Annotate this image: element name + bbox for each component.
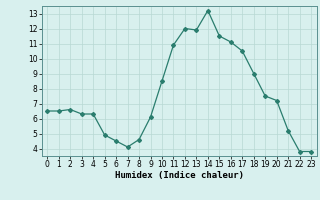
X-axis label: Humidex (Indice chaleur): Humidex (Indice chaleur) [115, 171, 244, 180]
